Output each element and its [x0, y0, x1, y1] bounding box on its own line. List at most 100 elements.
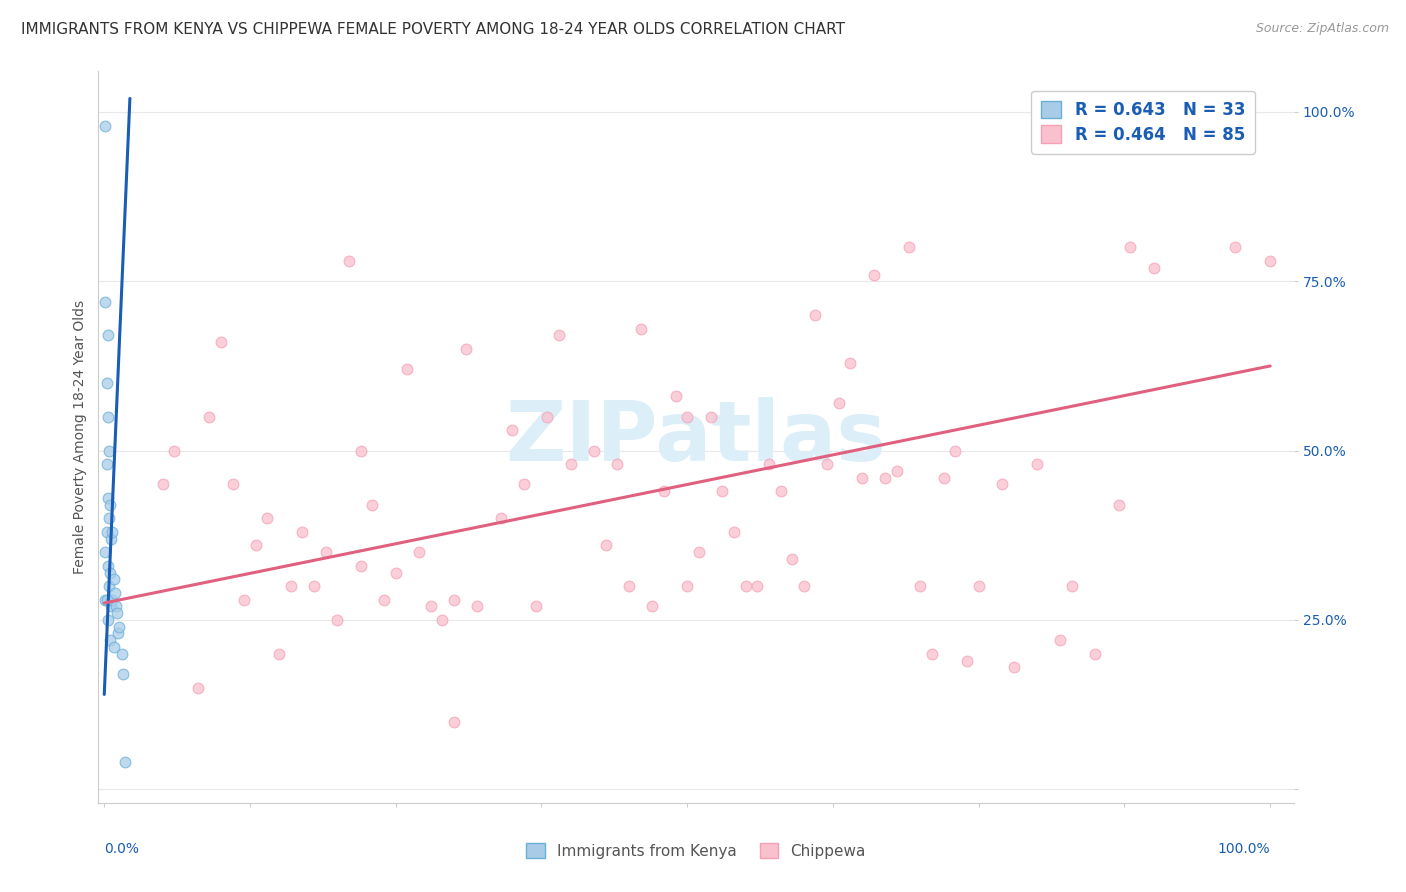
- Point: [108, 620, 131, 634]
- Point: [302, 579, 325, 593]
- Point: [443, 592, 465, 607]
- Point: [97, 613, 120, 627]
- Point: [652, 484, 675, 499]
- Point: [97, 558, 120, 573]
- Point: [373, 592, 395, 607]
- Point: [1084, 647, 1107, 661]
- Text: ZIPatlas: ZIPatlas: [506, 397, 886, 477]
- Point: [256, 511, 278, 525]
- Point: [630, 322, 652, 336]
- Point: [489, 511, 512, 525]
- Point: [793, 579, 815, 593]
- Point: [337, 254, 360, 268]
- Point: [641, 599, 664, 614]
- Text: 0.0%: 0.0%: [104, 842, 139, 855]
- Text: 100.0%: 100.0%: [1218, 842, 1270, 855]
- Point: [198, 409, 221, 424]
- Point: [617, 579, 640, 593]
- Point: [326, 613, 349, 627]
- Point: [94, 294, 117, 309]
- Point: [103, 640, 125, 654]
- Point: [991, 477, 1014, 491]
- Point: [595, 538, 617, 552]
- Point: [97, 328, 120, 343]
- Point: [524, 599, 547, 614]
- Point: [1201, 105, 1223, 120]
- Point: [96, 457, 118, 471]
- Point: [828, 396, 851, 410]
- Point: [280, 579, 302, 593]
- Point: [96, 376, 118, 390]
- Point: [350, 558, 373, 573]
- Point: [1049, 633, 1071, 648]
- Point: [548, 328, 571, 343]
- Point: [501, 423, 523, 437]
- Point: [97, 443, 120, 458]
- Point: [104, 599, 127, 614]
- Point: [269, 647, 291, 661]
- Point: [94, 119, 117, 133]
- Point: [163, 443, 186, 458]
- Point: [699, 409, 721, 424]
- Point: [233, 592, 256, 607]
- Point: [780, 552, 803, 566]
- Legend: Immigrants from Kenya, Chippewa: Immigrants from Kenya, Chippewa: [520, 837, 872, 864]
- Point: [315, 545, 337, 559]
- Point: [839, 355, 862, 369]
- Point: [582, 443, 605, 458]
- Point: [1060, 579, 1083, 593]
- Point: [1166, 105, 1188, 120]
- Point: [98, 633, 121, 648]
- Point: [384, 566, 406, 580]
- Point: [104, 586, 127, 600]
- Point: [94, 545, 117, 559]
- Point: [96, 524, 118, 539]
- Point: [1026, 457, 1049, 471]
- Point: [97, 511, 120, 525]
- Point: [862, 268, 884, 282]
- Text: Source: ZipAtlas.com: Source: ZipAtlas.com: [1256, 22, 1389, 36]
- Point: [1002, 660, 1025, 674]
- Point: [291, 524, 314, 539]
- Point: [851, 471, 873, 485]
- Point: [454, 342, 477, 356]
- Point: [606, 457, 628, 471]
- Point: [97, 409, 120, 424]
- Point: [967, 579, 990, 593]
- Point: [945, 443, 967, 458]
- Point: [97, 491, 120, 505]
- Point: [815, 457, 838, 471]
- Point: [98, 566, 121, 580]
- Point: [209, 335, 232, 350]
- Point: [100, 599, 122, 614]
- Point: [1142, 260, 1164, 275]
- Point: [419, 599, 441, 614]
- Point: [105, 606, 128, 620]
- Point: [513, 477, 536, 491]
- Point: [676, 409, 699, 424]
- Point: [111, 667, 134, 681]
- Point: [1258, 254, 1281, 268]
- Y-axis label: Female Poverty Among 18-24 Year Olds: Female Poverty Among 18-24 Year Olds: [73, 300, 87, 574]
- Point: [467, 599, 489, 614]
- Point: [734, 579, 756, 593]
- Point: [443, 714, 465, 729]
- Point: [97, 579, 120, 593]
- Point: [152, 477, 174, 491]
- Point: [408, 545, 430, 559]
- Point: [350, 443, 373, 458]
- Point: [1108, 498, 1130, 512]
- Point: [94, 592, 117, 607]
- Point: [956, 654, 979, 668]
- Point: [932, 471, 955, 485]
- Point: [432, 613, 454, 627]
- Point: [758, 457, 780, 471]
- Point: [1236, 105, 1258, 120]
- Point: [245, 538, 267, 552]
- Point: [921, 647, 943, 661]
- Point: [769, 484, 792, 499]
- Point: [536, 409, 558, 424]
- Point: [101, 592, 124, 607]
- Point: [186, 681, 208, 695]
- Point: [98, 498, 121, 512]
